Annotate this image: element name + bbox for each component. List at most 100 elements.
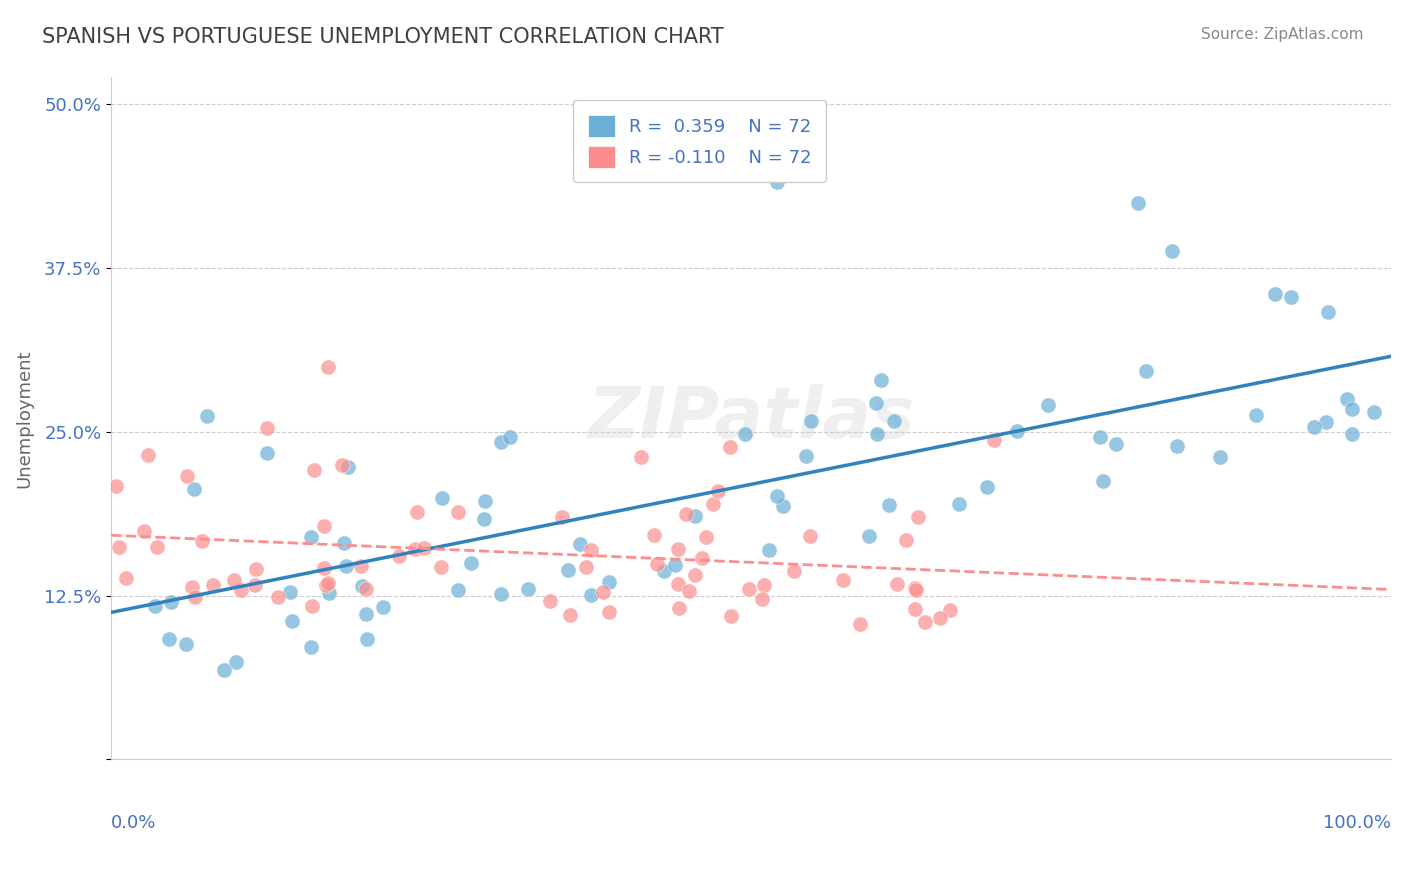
Point [1315, 416, 1337, 430]
Point [316, 575, 339, 590]
Point [569, 537, 592, 551]
Point [1007, 425, 1029, 439]
Point [335, 558, 357, 573]
Point [371, 600, 394, 615]
Point [800, 414, 823, 428]
Point [1302, 420, 1324, 434]
Point [866, 427, 889, 442]
Text: Source: ZipAtlas.com: Source: ZipAtlas.com [1201, 27, 1364, 42]
Point [939, 602, 962, 616]
Point [695, 530, 717, 544]
Point [751, 591, 773, 606]
Point [356, 582, 378, 597]
Point [538, 594, 561, 608]
Point [143, 599, 166, 613]
Point [460, 556, 482, 570]
Point [914, 615, 936, 629]
Point [575, 559, 598, 574]
Point [299, 640, 322, 654]
Point [330, 458, 353, 472]
Point [794, 449, 817, 463]
Point [108, 541, 131, 555]
Point [675, 507, 697, 521]
Point [664, 558, 686, 572]
Point [707, 484, 730, 499]
Point [256, 446, 278, 460]
Point [598, 605, 620, 619]
Point [645, 557, 668, 571]
Point [315, 577, 337, 591]
Point [1126, 195, 1149, 210]
Point [405, 504, 427, 518]
Point [905, 583, 928, 598]
Point [1092, 475, 1115, 489]
Point [550, 509, 572, 524]
Point [176, 469, 198, 483]
Point [1362, 405, 1385, 419]
Point [104, 479, 127, 493]
Point [157, 632, 180, 647]
Point [666, 577, 689, 591]
Point [907, 509, 929, 524]
Point [1166, 439, 1188, 453]
Point [720, 609, 742, 624]
Point [181, 580, 204, 594]
Point [183, 483, 205, 497]
Point [1105, 437, 1128, 451]
Point [1036, 398, 1059, 412]
Point [865, 396, 887, 410]
Point [404, 541, 426, 556]
Point [598, 574, 620, 589]
Point [245, 578, 267, 592]
Point [191, 534, 214, 549]
Point [718, 440, 741, 454]
Point [976, 480, 998, 494]
Point [134, 524, 156, 538]
Point [683, 509, 706, 524]
Point [1135, 364, 1157, 378]
Point [858, 529, 880, 543]
Point [782, 564, 804, 578]
Y-axis label: Unemployment: Unemployment [15, 349, 32, 488]
Point [1336, 392, 1358, 406]
Point [666, 541, 689, 556]
Point [643, 528, 665, 542]
Point [314, 518, 336, 533]
Point [267, 590, 290, 604]
Point [1264, 286, 1286, 301]
Point [1279, 290, 1302, 304]
Point [734, 427, 756, 442]
Point [758, 543, 780, 558]
Point [1246, 409, 1268, 423]
Point [592, 585, 614, 599]
Point [685, 567, 707, 582]
Point [302, 463, 325, 477]
Point [299, 530, 322, 544]
Text: 0.0%: 0.0% [111, 814, 156, 832]
Point [848, 616, 870, 631]
Point [678, 583, 700, 598]
Point [489, 435, 512, 450]
Point [195, 409, 218, 423]
Point [225, 655, 247, 669]
Point [201, 578, 224, 592]
Point [832, 574, 855, 588]
Point [115, 571, 138, 585]
Point [738, 582, 761, 596]
Point [333, 536, 356, 550]
Point [904, 601, 927, 615]
Point [489, 586, 512, 600]
Point [245, 562, 267, 576]
Point [336, 460, 359, 475]
Legend: R =  0.359    N = 72, R = -0.110    N = 72: R = 0.359 N = 72, R = -0.110 N = 72 [574, 100, 827, 182]
Text: SPANISH VS PORTUGUESE UNEMPLOYMENT CORRELATION CHART: SPANISH VS PORTUGUESE UNEMPLOYMENT CORRE… [42, 27, 724, 46]
Point [278, 585, 301, 599]
Point [1160, 244, 1182, 259]
Point [354, 607, 377, 621]
Point [214, 663, 236, 677]
Point [312, 560, 335, 574]
Point [692, 550, 714, 565]
Point [904, 582, 927, 596]
Point [877, 498, 900, 512]
Point [224, 574, 246, 588]
